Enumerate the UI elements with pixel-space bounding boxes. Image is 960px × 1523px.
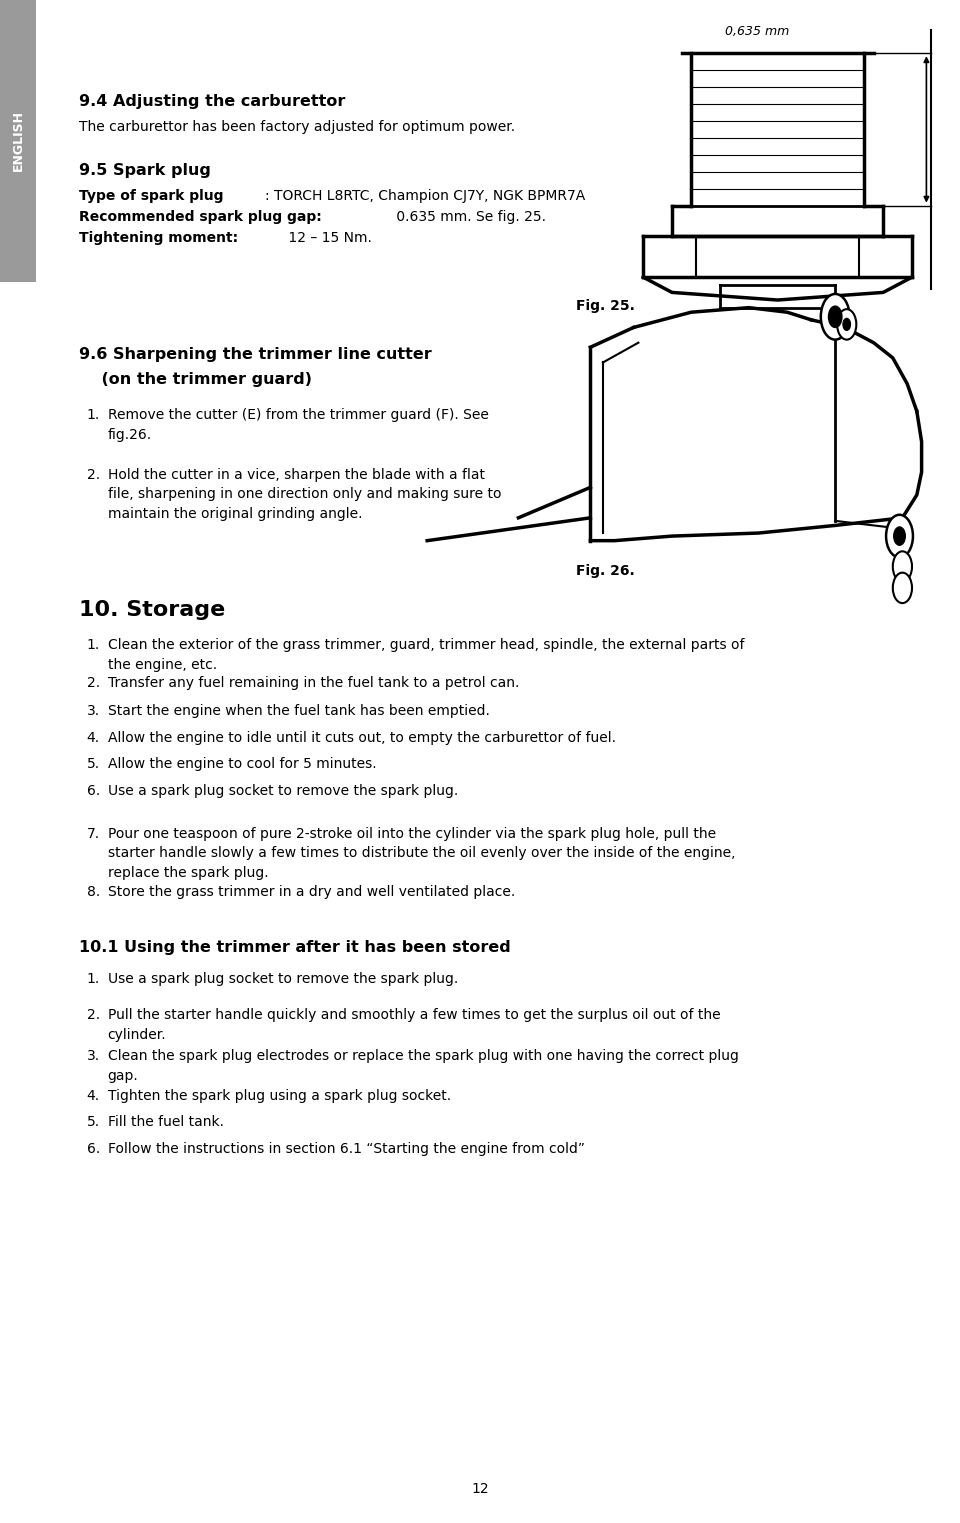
Text: Tightening moment:: Tightening moment: bbox=[79, 231, 238, 245]
Text: (on the trimmer guard): (on the trimmer guard) bbox=[79, 372, 312, 387]
Text: 5.: 5. bbox=[86, 757, 100, 771]
Text: 0.635 mm. Se fig. 25.: 0.635 mm. Se fig. 25. bbox=[392, 210, 546, 224]
Text: Fill the fuel tank.: Fill the fuel tank. bbox=[108, 1115, 224, 1129]
Text: Clean the exterior of the grass trimmer, guard, trimmer head, spindle, the exter: Clean the exterior of the grass trimmer,… bbox=[108, 638, 744, 672]
Circle shape bbox=[837, 309, 856, 340]
Text: Type of spark plug: Type of spark plug bbox=[79, 189, 224, 203]
Text: 1.: 1. bbox=[86, 408, 100, 422]
Text: 9.6 Sharpening the trimmer line cutter: 9.6 Sharpening the trimmer line cutter bbox=[79, 347, 431, 362]
Text: 6.: 6. bbox=[86, 1142, 100, 1156]
Text: Follow the instructions in section 6.1 “Starting the engine from cold”: Follow the instructions in section 6.1 “… bbox=[108, 1142, 585, 1156]
Text: 1.: 1. bbox=[86, 972, 100, 985]
Text: Store the grass trimmer in a dry and well ventilated place.: Store the grass trimmer in a dry and wel… bbox=[108, 885, 515, 899]
Text: 3.: 3. bbox=[86, 704, 100, 717]
Text: Pour one teaspoon of pure 2-stroke oil into the cylinder via the spark plug hole: Pour one teaspoon of pure 2-stroke oil i… bbox=[108, 827, 735, 880]
Text: 10. Storage: 10. Storage bbox=[79, 600, 225, 620]
Text: Clean the spark plug electrodes or replace the spark plug with one having the co: Clean the spark plug electrodes or repla… bbox=[108, 1049, 738, 1083]
Circle shape bbox=[843, 318, 851, 330]
Text: Allow the engine to cool for 5 minutes.: Allow the engine to cool for 5 minutes. bbox=[108, 757, 376, 771]
Text: Remove the cutter (E) from the trimmer guard (F). See
fig.26.: Remove the cutter (E) from the trimmer g… bbox=[108, 408, 489, 442]
Text: Allow the engine to idle until it cuts out, to empty the carburettor of fuel.: Allow the engine to idle until it cuts o… bbox=[108, 731, 615, 745]
Text: Start the engine when the fuel tank has been emptied.: Start the engine when the fuel tank has … bbox=[108, 704, 490, 717]
Text: 2.: 2. bbox=[86, 676, 100, 690]
Circle shape bbox=[893, 573, 912, 603]
Text: Use a spark plug socket to remove the spark plug.: Use a spark plug socket to remove the sp… bbox=[108, 784, 458, 798]
Text: Pull the starter handle quickly and smoothly a few times to get the surplus oil : Pull the starter handle quickly and smoo… bbox=[108, 1008, 720, 1042]
Text: 7.: 7. bbox=[86, 827, 100, 841]
Text: 12 – 15 Nm.: 12 – 15 Nm. bbox=[284, 231, 372, 245]
Text: 4.: 4. bbox=[86, 731, 100, 745]
Text: 5.: 5. bbox=[86, 1115, 100, 1129]
Text: 2.: 2. bbox=[86, 468, 100, 481]
Text: Recommended spark plug gap:: Recommended spark plug gap: bbox=[79, 210, 322, 224]
Text: Fig. 26.: Fig. 26. bbox=[576, 564, 635, 577]
Bar bbox=[0, 0, 36, 282]
Text: 8.: 8. bbox=[86, 885, 100, 899]
Text: Transfer any fuel remaining in the fuel tank to a petrol can.: Transfer any fuel remaining in the fuel … bbox=[108, 676, 519, 690]
Text: Hold the cutter in a vice, sharpen the blade with a flat
file, sharpening in one: Hold the cutter in a vice, sharpen the b… bbox=[108, 468, 501, 521]
Text: The carburettor has been factory adjusted for optimum power.: The carburettor has been factory adjuste… bbox=[79, 120, 515, 134]
Text: Fig. 25.: Fig. 25. bbox=[576, 299, 635, 312]
Text: 9.4 Adjusting the carburettor: 9.4 Adjusting the carburettor bbox=[79, 94, 345, 110]
Text: 0,635 mm: 0,635 mm bbox=[725, 24, 789, 38]
Text: 3.: 3. bbox=[86, 1049, 100, 1063]
Circle shape bbox=[828, 306, 842, 327]
Text: ENGLISH: ENGLISH bbox=[12, 110, 25, 172]
Text: : TORCH L8RTC, Champion CJ7Y, NGK BPMR7A: : TORCH L8RTC, Champion CJ7Y, NGK BPMR7A bbox=[265, 189, 586, 203]
Text: 2.: 2. bbox=[86, 1008, 100, 1022]
Circle shape bbox=[886, 515, 913, 557]
Text: 12: 12 bbox=[471, 1482, 489, 1497]
Circle shape bbox=[821, 294, 850, 340]
Circle shape bbox=[893, 551, 912, 582]
Circle shape bbox=[894, 527, 905, 545]
Text: 9.5 Spark plug: 9.5 Spark plug bbox=[79, 163, 210, 178]
Text: 10.1 Using the trimmer after it has been stored: 10.1 Using the trimmer after it has been… bbox=[79, 940, 511, 955]
Text: 1.: 1. bbox=[86, 638, 100, 652]
Text: Tighten the spark plug using a spark plug socket.: Tighten the spark plug using a spark plu… bbox=[108, 1089, 450, 1103]
Text: 6.: 6. bbox=[86, 784, 100, 798]
Text: 4.: 4. bbox=[86, 1089, 100, 1103]
Text: Use a spark plug socket to remove the spark plug.: Use a spark plug socket to remove the sp… bbox=[108, 972, 458, 985]
